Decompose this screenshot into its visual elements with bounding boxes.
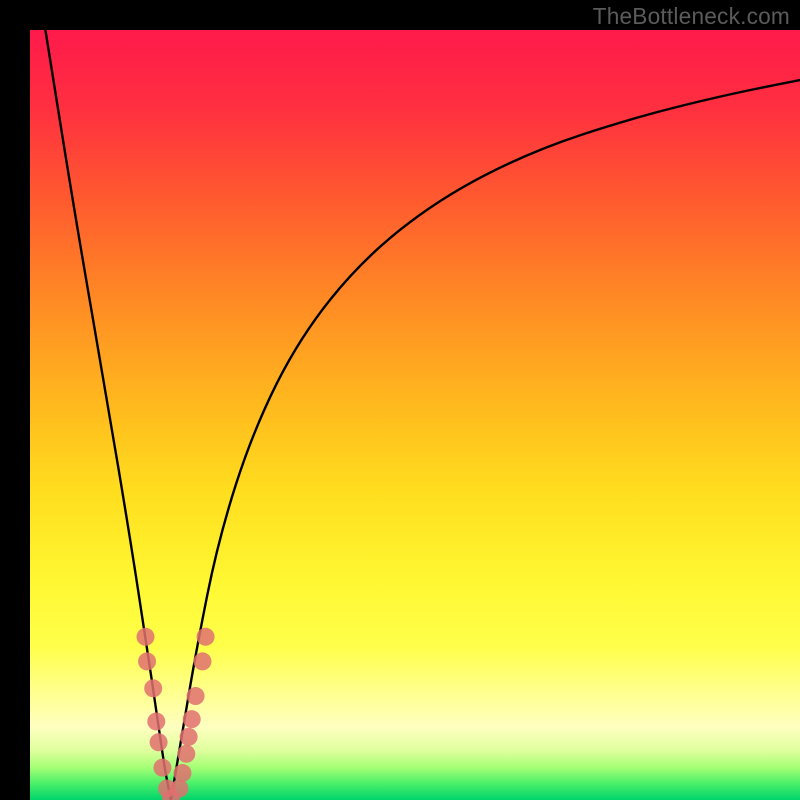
data-marker-right-6 <box>193 652 211 670</box>
data-marker-left-4 <box>150 733 168 751</box>
plot-svg <box>30 30 800 800</box>
data-marker-right-4 <box>183 710 201 728</box>
data-marker-right-1 <box>173 764 191 782</box>
curve-right-branch <box>171 80 800 800</box>
data-marker-right-7 <box>197 628 215 646</box>
data-marker-left-1 <box>138 652 156 670</box>
data-marker-right-0 <box>170 779 188 797</box>
data-marker-right-2 <box>177 745 195 763</box>
data-marker-right-5 <box>187 687 205 705</box>
marker-group <box>137 628 215 800</box>
data-marker-left-0 <box>137 628 155 646</box>
data-marker-right-3 <box>180 728 198 746</box>
data-marker-left-3 <box>147 712 165 730</box>
data-marker-left-5 <box>153 759 171 777</box>
data-marker-left-2 <box>144 679 162 697</box>
chart-stage: TheBottleneck.com <box>0 0 800 800</box>
